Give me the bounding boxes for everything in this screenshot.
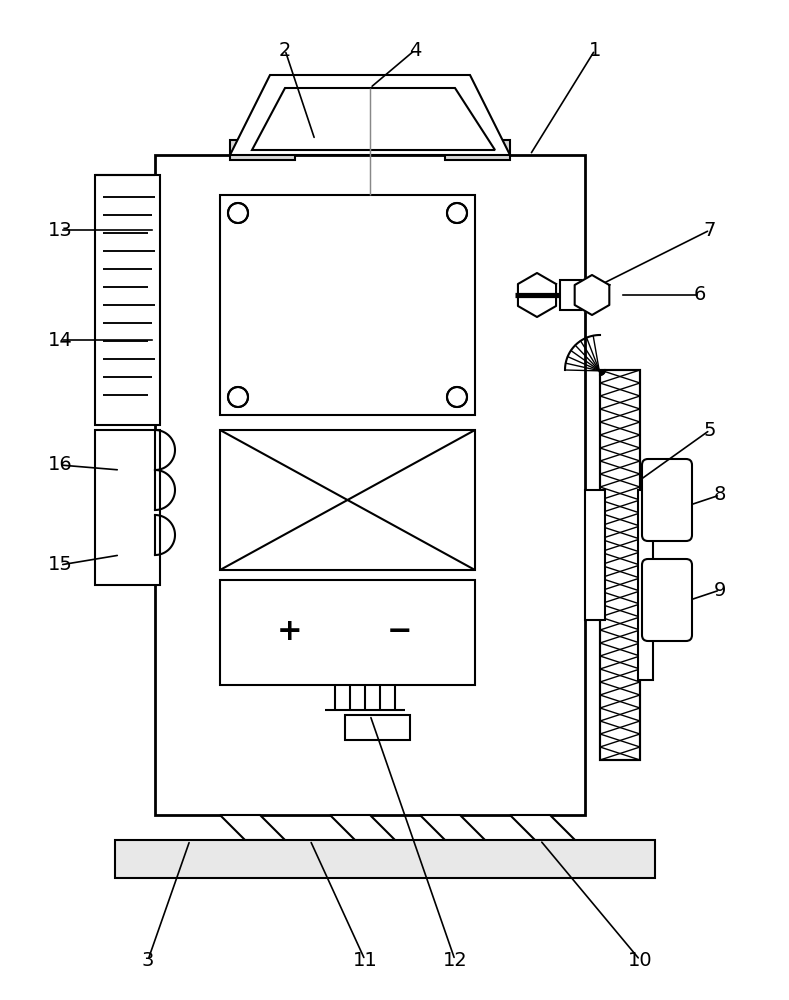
Polygon shape — [420, 815, 485, 840]
Bar — [345, 715, 410, 740]
Bar — [95, 430, 160, 585]
Bar — [220, 195, 475, 415]
Text: 4: 4 — [409, 40, 421, 60]
Bar — [155, 155, 585, 815]
Polygon shape — [330, 815, 395, 840]
Polygon shape — [574, 275, 609, 315]
Text: −: − — [387, 617, 413, 647]
Text: 7: 7 — [704, 221, 716, 239]
Circle shape — [228, 387, 248, 407]
Text: 13: 13 — [47, 221, 73, 239]
Circle shape — [228, 203, 248, 223]
Text: 12: 12 — [443, 950, 467, 970]
Polygon shape — [230, 75, 510, 155]
Bar — [115, 840, 655, 878]
Bar — [230, 140, 295, 160]
Text: 1: 1 — [589, 40, 601, 60]
Circle shape — [447, 203, 467, 223]
Text: 5: 5 — [704, 420, 716, 440]
Bar — [220, 580, 475, 685]
Text: 9: 9 — [714, 580, 726, 599]
FancyBboxPatch shape — [642, 459, 692, 541]
Text: 15: 15 — [47, 556, 73, 574]
Bar — [600, 370, 640, 760]
Text: +: + — [277, 617, 303, 647]
Text: 3: 3 — [142, 950, 154, 970]
Bar — [220, 430, 475, 570]
Text: 14: 14 — [47, 330, 73, 350]
Text: 8: 8 — [714, 486, 726, 504]
Bar — [560, 280, 590, 310]
Polygon shape — [252, 88, 495, 150]
Bar — [638, 490, 653, 680]
Bar — [95, 175, 160, 425]
Text: 6: 6 — [694, 286, 706, 304]
Bar — [585, 490, 605, 620]
FancyBboxPatch shape — [642, 559, 692, 641]
Text: 16: 16 — [47, 456, 73, 475]
Polygon shape — [220, 815, 285, 840]
Bar — [600, 370, 640, 760]
Circle shape — [447, 387, 467, 407]
Polygon shape — [518, 273, 556, 317]
Polygon shape — [510, 815, 575, 840]
Bar — [445, 140, 510, 160]
Text: 11: 11 — [353, 950, 377, 970]
Text: 2: 2 — [279, 40, 291, 60]
Text: 10: 10 — [628, 950, 653, 970]
